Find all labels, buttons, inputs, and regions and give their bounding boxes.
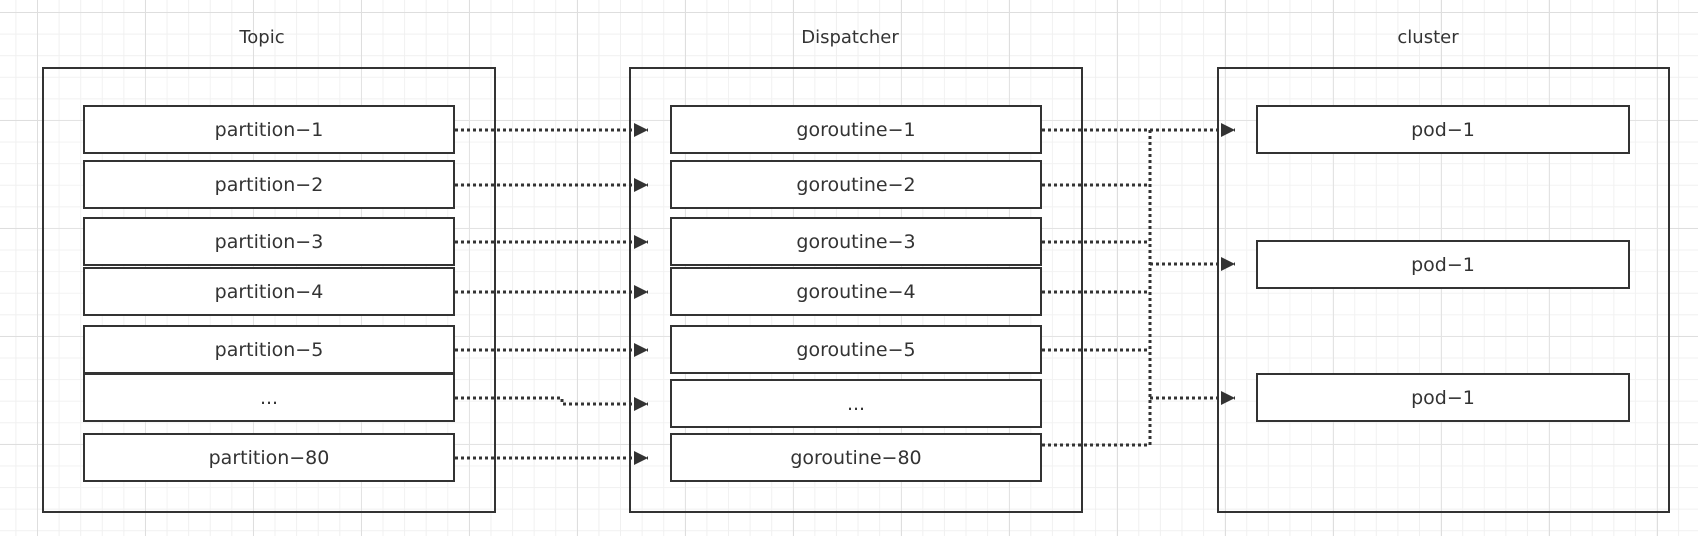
goroutine-label: goroutine−80 bbox=[790, 446, 922, 469]
partition-label: partition−3 bbox=[214, 230, 324, 253]
goroutine-label: goroutine−3 bbox=[796, 230, 916, 253]
pod-box-2: pod−1 bbox=[1256, 240, 1630, 289]
partition-label: partition−4 bbox=[214, 280, 324, 303]
partition-box-3: partition−3 bbox=[83, 217, 455, 266]
cluster-title: cluster bbox=[1397, 27, 1459, 48]
goroutine-label: goroutine−1 bbox=[796, 118, 916, 141]
partition-label: ... bbox=[259, 386, 279, 409]
partition-label: partition−2 bbox=[214, 173, 324, 196]
goroutine-box-2: goroutine−2 bbox=[670, 160, 1042, 209]
goroutine-label: goroutine−2 bbox=[796, 173, 916, 196]
goroutine-box-3: goroutine−3 bbox=[670, 217, 1042, 266]
pod-box-3: pod−1 bbox=[1256, 373, 1630, 422]
pod-box-1: pod−1 bbox=[1256, 105, 1630, 154]
partition-box-5: partition−5 bbox=[83, 325, 455, 374]
partition-label: partition−1 bbox=[214, 118, 324, 141]
connector-partition-ellipsis bbox=[455, 396, 648, 411]
goroutine-box-ellipsis: ... bbox=[670, 379, 1042, 428]
partition-box-80: partition−80 bbox=[83, 433, 455, 482]
goroutine-box-5: goroutine−5 bbox=[670, 325, 1042, 374]
partition-box-2: partition−2 bbox=[83, 160, 455, 209]
partition-box-1: partition−1 bbox=[83, 105, 455, 154]
partition-box-ellipsis: ... bbox=[83, 373, 455, 422]
goroutine-label: goroutine−5 bbox=[796, 338, 916, 361]
topic-title: Topic bbox=[239, 27, 285, 48]
partition-box-4: partition−4 bbox=[83, 267, 455, 316]
partition-label: partition−80 bbox=[208, 446, 330, 469]
goroutine-box-4: goroutine−4 bbox=[670, 267, 1042, 316]
pod-label: pod−1 bbox=[1411, 253, 1475, 276]
pod-label: pod−1 bbox=[1411, 118, 1475, 141]
partition-label: partition−5 bbox=[214, 338, 324, 361]
goroutine-label: goroutine−4 bbox=[796, 280, 916, 303]
pod-label: pod−1 bbox=[1411, 386, 1475, 409]
goroutine-box-1: goroutine−1 bbox=[670, 105, 1042, 154]
goroutine-label: ... bbox=[846, 392, 866, 415]
dispatcher-title: Dispatcher bbox=[801, 27, 899, 48]
goroutine-box-80: goroutine−80 bbox=[670, 433, 1042, 482]
